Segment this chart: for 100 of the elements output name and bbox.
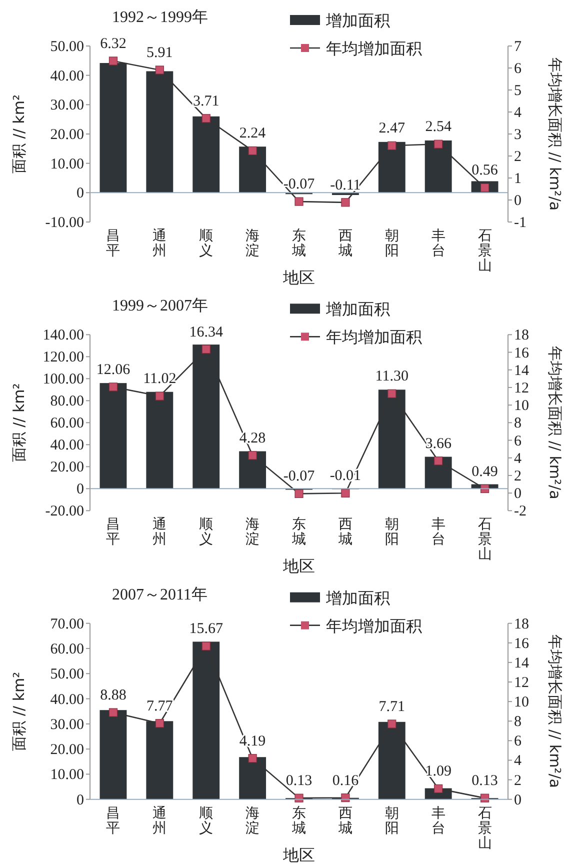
chart-title: 2007～2011年 [112, 586, 208, 604]
data-label: 8.88 [100, 688, 126, 704]
data-label: -0.11 [330, 177, 361, 194]
x-tick-label: 东城 [291, 228, 306, 259]
x-tick-label: 顺义 [199, 516, 214, 548]
data-label: 0.13 [286, 773, 312, 790]
y-tick-label: 60.00 [50, 416, 84, 432]
x-tick-label: 昌平 [106, 805, 120, 836]
x-tick-label: 丰台 [431, 516, 446, 548]
data-label: 12.06 [96, 362, 131, 378]
y2-axis-title: 年均增长面积 // km²/a [546, 346, 564, 500]
y2-tick-label: 18 [514, 328, 529, 344]
y-tick-label: 80.00 [50, 394, 84, 410]
y2-tick-label: 8 [514, 714, 522, 730]
y-tick-label: 30.00 [50, 716, 84, 733]
x-tick-label: 石景山 [478, 228, 492, 274]
y2-axis-title: 年均增长面积 // km²/a [546, 57, 564, 211]
y-tick-label: 50.00 [50, 39, 84, 55]
x-tick-label: 昌平 [106, 228, 120, 259]
x-tick-label: 通州 [152, 516, 167, 548]
x-axis-title: 地区 [282, 268, 315, 287]
y2-tick-label: 0 [514, 486, 522, 502]
x-tick-label: 顺义 [199, 228, 214, 259]
x-tick-label: 通州 [152, 228, 167, 259]
x-tick-label: 朝阳 [384, 516, 399, 548]
y2-tick-label: 1 [514, 171, 522, 187]
data-label: 1.09 [425, 764, 452, 780]
y2-tick-label: 14 [514, 362, 530, 379]
y2-tick-label: 10 [514, 398, 529, 414]
legend-label: 年均增加面积 [326, 39, 422, 58]
x-tick-label: 东城 [291, 805, 306, 836]
x-axis-title: 地区 [282, 845, 315, 864]
y-tick-label: 70.00 [50, 616, 84, 632]
x-tick-label: 顺义 [199, 805, 214, 836]
data-label: 7.71 [378, 698, 406, 715]
data-label: 0.56 [472, 162, 498, 179]
y2-tick-label: 6 [514, 734, 522, 750]
y-tick-label: 20.00 [50, 460, 84, 476]
y2-tick-label: 0 [514, 193, 522, 209]
y2-tick-label: 8 [514, 416, 522, 432]
y-tick-label: 100.00 [42, 372, 84, 388]
y-tick-label: 40.00 [50, 68, 84, 84]
y2-tick-label: 7 [514, 39, 522, 55]
x-tick-label: 石景山 [478, 805, 492, 852]
data-label: 11.02 [143, 371, 176, 388]
data-label: 0.13 [472, 773, 498, 790]
y2-tick-label: 18 [514, 616, 529, 632]
y2-tick-label: 6 [514, 61, 522, 77]
y-tick-label: -20.00 [45, 504, 84, 520]
data-label: 2.24 [239, 126, 266, 142]
data-label: 15.67 [189, 621, 224, 638]
y2-axis-title: 年均增长面积 // km²/a [546, 634, 564, 788]
y2-tick-label: 2 [514, 772, 522, 789]
y-tick-label: 120.00 [42, 350, 84, 366]
legend-label: 增加面积 [325, 300, 390, 319]
legend-label: 年均增加面积 [326, 616, 422, 636]
legend-label: 增加面积 [325, 588, 390, 608]
legend-label: 增加面积 [325, 11, 390, 30]
y2-tick-label: 4 [514, 450, 522, 467]
y-tick-label: 140.00 [42, 328, 84, 344]
y2-tick-label: 5 [514, 83, 522, 99]
y-tick-label: 20.00 [50, 127, 84, 143]
x-tick-label: 海淀 [246, 516, 260, 548]
data-label: 6.32 [100, 36, 126, 52]
data-label: 2.47 [378, 120, 406, 137]
x-tick-label: 丰台 [431, 228, 446, 259]
y2-tick-label: 16 [514, 345, 530, 362]
y-tick-label: 60.00 [50, 641, 84, 658]
x-tick-label: 朝阳 [384, 805, 399, 836]
x-tick-label: 东城 [291, 516, 306, 548]
data-label: -0.07 [283, 176, 316, 193]
y2-tick-label: -1 [514, 215, 526, 231]
y-tick-label: 0 [76, 482, 84, 498]
x-tick-label: 西城 [337, 228, 352, 259]
y-tick-label: -10.00 [45, 215, 84, 231]
y-tick-label: 30.00 [50, 98, 84, 114]
data-label: 11.30 [375, 368, 408, 385]
y-tick-label: 10.00 [50, 767, 84, 784]
y2-tick-label: -2 [514, 504, 526, 520]
y-tick-label: 50.00 [50, 666, 84, 683]
y2-tick-label: 16 [514, 636, 530, 652]
y2-tick-label: 6 [514, 433, 522, 450]
y2-tick-label: 4 [514, 753, 522, 770]
y-tick-label: 40.00 [50, 438, 84, 454]
y-tick-label: 40.00 [50, 692, 84, 708]
y2-tick-label: 0 [514, 792, 522, 808]
data-label: 3.71 [192, 93, 220, 110]
y-tick-label: 20.00 [50, 742, 84, 758]
legend-label: 年均增加面积 [326, 328, 422, 347]
x-tick-label: 昌平 [106, 516, 120, 548]
y2-tick-label: 14 [514, 655, 530, 672]
y2-tick-label: 10 [514, 694, 529, 711]
x-tick-label: 朝阳 [384, 228, 399, 259]
data-label: 16.34 [189, 324, 224, 340]
y-axis-title: 面积 // km² [10, 672, 28, 751]
y-axis-title: 面积 // km² [10, 383, 28, 462]
x-tick-label: 海淀 [246, 805, 260, 836]
y-tick-label: 0 [76, 186, 84, 202]
y2-tick-label: 2 [514, 468, 522, 484]
y-axis-title: 面积 // km² [10, 94, 28, 174]
